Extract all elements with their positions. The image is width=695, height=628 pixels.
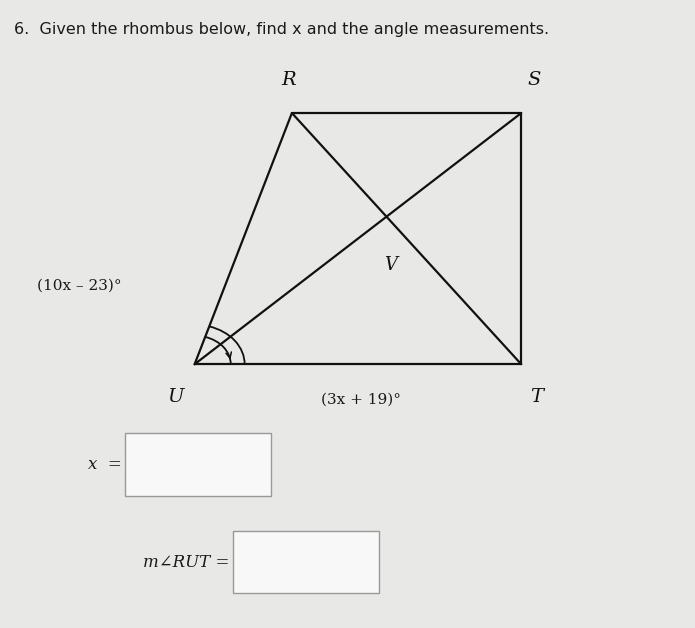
Text: T: T [530, 388, 543, 406]
Text: U: U [167, 388, 183, 406]
Text: 6.  Given the rhombus below, find x and the angle measurements.: 6. Given the rhombus below, find x and t… [14, 22, 549, 37]
Text: (3x + 19)°: (3x + 19)° [321, 392, 402, 406]
FancyBboxPatch shape [125, 433, 271, 496]
Text: V: V [384, 256, 398, 274]
Text: S: S [527, 71, 541, 89]
Text: (10x – 23)°: (10x – 23)° [37, 279, 122, 293]
Text: x  =: x = [88, 456, 122, 474]
FancyBboxPatch shape [233, 531, 379, 593]
Text: R: R [281, 71, 296, 89]
Text: m∠RUT =: m∠RUT = [143, 553, 229, 571]
